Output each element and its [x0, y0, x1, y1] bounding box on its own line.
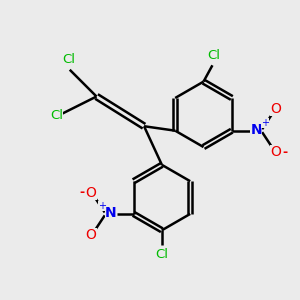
- Text: -: -: [79, 186, 84, 199]
- Text: O: O: [270, 145, 281, 159]
- Text: Cl: Cl: [62, 53, 75, 66]
- Text: -: -: [283, 146, 288, 159]
- Text: Cl: Cl: [207, 49, 220, 62]
- Text: O: O: [85, 228, 97, 242]
- Text: N: N: [250, 123, 262, 137]
- Text: Cl: Cl: [155, 248, 168, 261]
- Text: O: O: [270, 102, 281, 116]
- Text: +: +: [261, 118, 269, 128]
- Text: +: +: [98, 202, 106, 212]
- Text: O: O: [85, 185, 97, 200]
- Text: N: N: [105, 206, 116, 220]
- Text: Cl: Cl: [50, 109, 63, 122]
